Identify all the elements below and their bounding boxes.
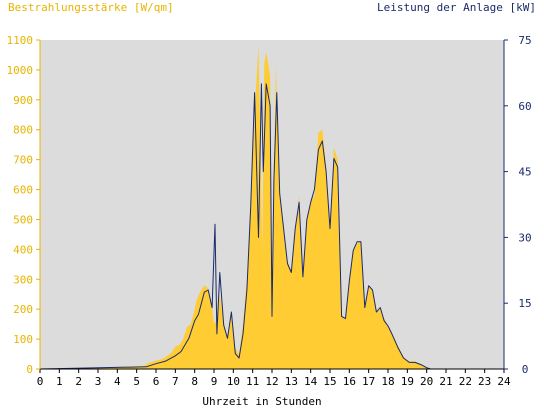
y-left-tick-label: 700	[13, 154, 33, 167]
x-tick-label: 2	[75, 375, 82, 388]
x-tick-label: 13	[285, 375, 298, 388]
y-left-tick-label: 1000	[7, 64, 34, 77]
y-left-tick-label: 100	[13, 333, 33, 346]
y-left-tick-label: 900	[13, 94, 33, 107]
y-left-tick-label: 0	[26, 363, 33, 376]
right-axis-title: Leistung der Anlage [kW]	[377, 1, 536, 14]
left-axis-title: Bestrahlungsstärke [W/qm]	[8, 1, 174, 14]
x-tick-label: 12	[265, 375, 278, 388]
y-left-tick-label: 300	[13, 273, 33, 286]
x-tick-label: 16	[343, 375, 356, 388]
x-tick-label: 6	[153, 375, 160, 388]
y-left-tick-label: 1100	[7, 34, 34, 47]
y-left-tick-label: 400	[13, 243, 33, 256]
y-right-tick-label: 75	[518, 34, 531, 47]
x-tick-label: 14	[304, 375, 318, 388]
x-tick-label: 0	[37, 375, 44, 388]
x-tick-label: 18	[381, 375, 394, 388]
y-left-tick-label: 600	[13, 184, 33, 197]
y-left-tick-label: 200	[13, 303, 33, 316]
y-right-tick-label: 45	[518, 166, 531, 179]
x-tick-label: 5	[133, 375, 140, 388]
power-line	[39, 83, 504, 370]
plot-area-background	[40, 40, 504, 369]
x-tick-label: 11	[246, 375, 259, 388]
x-tick-label: 8	[191, 375, 198, 388]
x-tick-label: 3	[95, 375, 102, 388]
x-tick-label: 15	[323, 375, 336, 388]
x-tick-label: 21	[439, 375, 452, 388]
x-tick-label: 4	[114, 375, 121, 388]
x-tick-label: 1	[56, 375, 63, 388]
x-tick-label: 10	[227, 375, 240, 388]
x-tick-label: 19	[401, 375, 414, 388]
y-right-tick-label: 30	[518, 231, 531, 244]
x-tick-label: 7	[172, 375, 179, 388]
x-tick-label: 9	[211, 375, 218, 388]
x-axis-label: Uhrzeit in Stunden	[202, 395, 321, 408]
x-tick-label: 17	[362, 375, 375, 388]
x-tick-label: 24	[497, 375, 511, 388]
x-tick-label: 23	[478, 375, 491, 388]
y-right-tick-label: 0	[522, 363, 529, 376]
y-left-tick-label: 500	[13, 213, 33, 226]
y-left-tick-label: 800	[13, 124, 33, 137]
x-tick-label: 20	[420, 375, 433, 388]
y-right-tick-label: 15	[518, 297, 531, 310]
y-right-tick-label: 60	[518, 100, 531, 113]
x-tick-label: 22	[459, 375, 472, 388]
